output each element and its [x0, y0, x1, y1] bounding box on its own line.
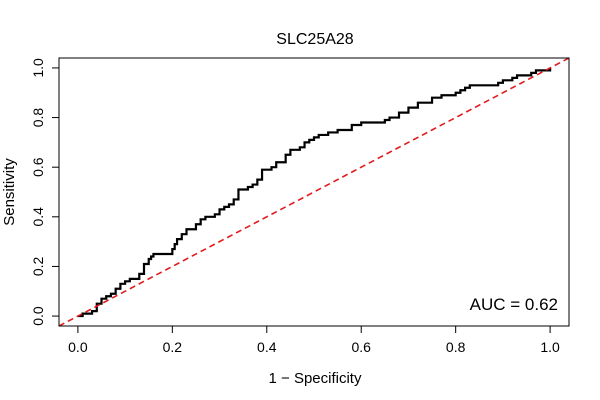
x-tick-label: 0.6	[351, 339, 371, 355]
plot-area	[59, 58, 569, 326]
x-tick-label: 0.4	[257, 339, 277, 355]
x-axis-label: 1 − Specificity	[269, 370, 362, 387]
auc-annotation: AUC = 0.62	[470, 295, 558, 314]
chart-title: SLC25A28	[276, 31, 353, 48]
roc-curve-line	[77, 67, 552, 318]
y-tick-label: 1.0	[30, 58, 46, 78]
y-axis: 0.0 0.2 0.4 0.6 0.8 1.0	[30, 58, 60, 326]
y-tick-label: 0.6	[30, 157, 46, 177]
plot-frame	[58, 57, 570, 327]
x-tick-label: 1.0	[540, 339, 560, 355]
y-tick-label: 0.8	[30, 108, 46, 128]
x-tick-label: 0.2	[163, 339, 183, 355]
x-tick-label: 0.8	[446, 339, 466, 355]
x-tick-label: 0.0	[68, 339, 88, 355]
y-tick-label: 0.2	[30, 257, 46, 277]
y-tick-label: 0.4	[30, 207, 46, 227]
x-axis: 0.0 0.2 0.4 0.6 0.8 1.0	[68, 325, 560, 355]
y-tick-label: 0.0	[30, 306, 46, 326]
chance-diagonal-line	[59, 58, 569, 326]
y-axis-label: Sensitivity	[1, 158, 18, 226]
